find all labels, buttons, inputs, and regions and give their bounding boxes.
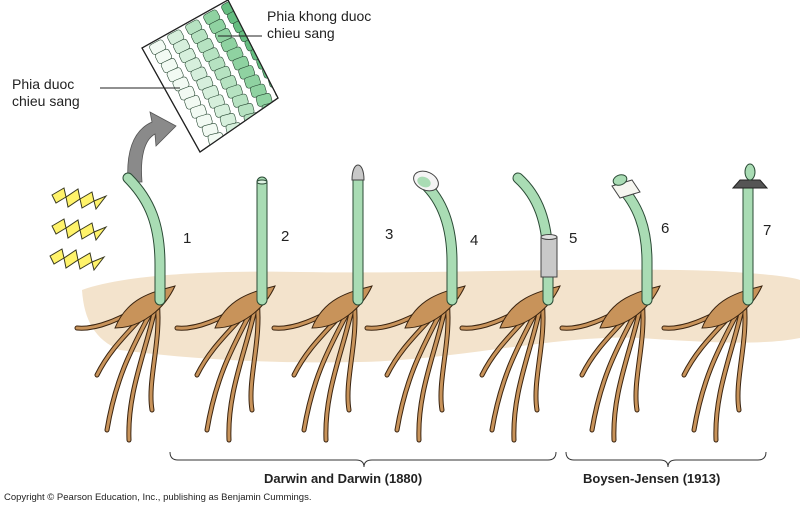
seedling-4 xyxy=(364,170,466,443)
copyright-notice: Copyright © Pearson Education, Inc., pub… xyxy=(4,492,312,503)
seedling-number-4: 4 xyxy=(470,232,479,249)
plant-cell xyxy=(285,101,302,115)
plant-cell xyxy=(245,0,262,14)
plant-cell xyxy=(297,82,314,96)
root-fill xyxy=(127,298,159,442)
lit-side-label: Phia duoc chieu sang xyxy=(12,76,80,110)
seedling-1 xyxy=(74,172,176,443)
tip xyxy=(744,163,756,181)
seedling-6 xyxy=(559,174,661,443)
plant-cell xyxy=(231,131,248,145)
plant-cell xyxy=(213,141,230,152)
seedling-number-6: 6 xyxy=(661,220,670,237)
coleoptile xyxy=(123,173,165,305)
root-fill xyxy=(634,298,645,412)
plant-cell xyxy=(249,121,266,135)
lit-side-line-1: Phia duoc xyxy=(12,76,75,92)
shaded-side-line-1: Phia khong duoc xyxy=(267,8,372,24)
root-fill xyxy=(417,298,449,442)
seedling-5 xyxy=(459,172,561,443)
root-fill xyxy=(512,298,544,442)
plant-cell xyxy=(267,111,278,125)
light-source-icon xyxy=(49,187,108,272)
root-fill xyxy=(249,298,260,412)
seedling-number-7: 7 xyxy=(763,222,772,239)
shaded-side-line-2: chieu sang xyxy=(267,25,335,41)
root-fill xyxy=(439,298,450,412)
root-fill xyxy=(324,298,356,442)
bracket-darwin xyxy=(169,451,557,468)
tip xyxy=(612,174,628,186)
root-fill xyxy=(227,298,259,442)
lit-side-line-2: chieu sang xyxy=(12,93,80,109)
plant-cell xyxy=(274,45,278,60)
tip xyxy=(417,176,431,188)
group-label-boysen-jensen: Boysen-Jensen (1913) xyxy=(583,471,721,486)
plant-cell xyxy=(303,91,320,105)
plant-cell xyxy=(291,73,308,87)
mica-barrier xyxy=(731,179,769,189)
plant-cell xyxy=(239,0,257,5)
seedling-2 xyxy=(174,176,276,443)
seedling-number-3: 3 xyxy=(385,226,394,243)
root-fill xyxy=(736,298,747,412)
cut-tip xyxy=(256,179,268,185)
opaque-sleeve xyxy=(540,236,558,278)
seedling-number-1: 1 xyxy=(183,230,192,247)
root-fill xyxy=(346,298,357,412)
seedling-number-5: 5 xyxy=(569,230,578,247)
plant-cell xyxy=(267,73,278,88)
plant-cell xyxy=(286,63,303,78)
root-fill xyxy=(534,298,545,412)
plant-cell xyxy=(279,92,296,106)
plant-cell xyxy=(280,54,298,69)
magnify-arrow-icon xyxy=(127,111,177,183)
sleeve-rim xyxy=(540,234,558,240)
light-bolt-icon xyxy=(51,218,108,242)
group-label-darwin: Darwin and Darwin (1880) xyxy=(264,471,423,486)
bracket-boysen-jensen xyxy=(565,451,767,468)
seedling-3 xyxy=(271,164,373,443)
seedling-number-2: 2 xyxy=(281,228,290,245)
light-bolt-icon xyxy=(51,187,108,211)
plant-cell xyxy=(250,8,268,24)
root-fill xyxy=(714,298,746,442)
root-fill xyxy=(149,298,160,412)
light-bolt-icon xyxy=(49,248,106,272)
plant-cell xyxy=(256,55,274,70)
root-fill xyxy=(612,298,644,442)
shaded-side-label: Phia khong duoc chieu sang xyxy=(267,8,371,42)
seedling-7 xyxy=(661,163,769,443)
opaque-cap xyxy=(351,164,365,181)
